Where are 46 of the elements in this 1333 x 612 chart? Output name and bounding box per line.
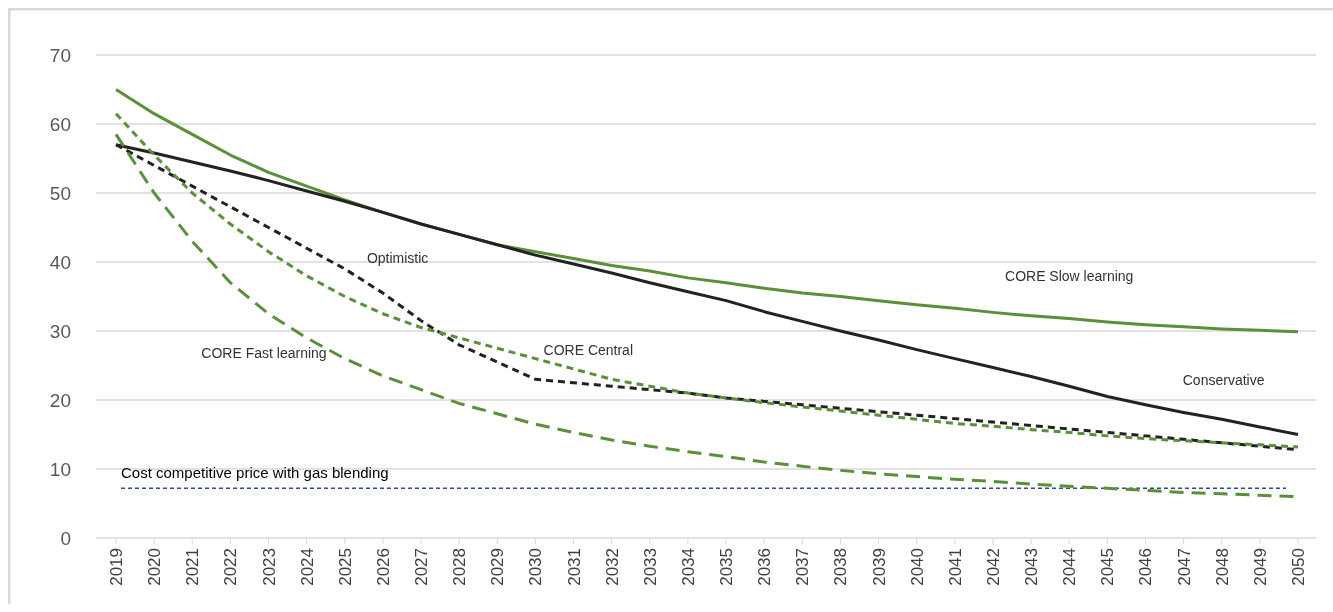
y-tick-label: 60 — [49, 113, 71, 135]
x-tick-label: 2027 — [412, 548, 432, 586]
x-tick-label: 2050 — [1289, 548, 1308, 586]
y-tick-label: 40 — [49, 251, 71, 273]
y-tick-label: 0 — [60, 527, 71, 549]
x-tick-label: 2040 — [907, 548, 927, 586]
x-tick-label: 2019 — [107, 548, 126, 586]
y-tick-label: 30 — [49, 320, 71, 342]
x-tick-label: 2045 — [1098, 548, 1118, 586]
x-tick-label: 2023 — [259, 548, 279, 586]
x-tick-label: 2048 — [1212, 548, 1232, 586]
x-tick-label: 2032 — [602, 548, 622, 586]
x-tick-label: 2043 — [1022, 548, 1042, 586]
ref-line-label: Cost competitive price with gas blending — [121, 464, 389, 482]
x-tick-label: 2033 — [640, 548, 660, 586]
x-tick-label: 2044 — [1060, 548, 1080, 586]
x-tick-label: 2025 — [335, 548, 355, 586]
y-tick-label: 10 — [49, 458, 71, 480]
y-tick-label: 20 — [49, 389, 71, 411]
x-tick-label: 2030 — [526, 548, 546, 586]
x-tick-label: 2026 — [373, 548, 393, 586]
x-tick-label: 2038 — [831, 548, 851, 586]
series-label: Optimistic — [366, 250, 429, 267]
x-tick-label: 2041 — [945, 548, 965, 586]
x-tick-label: 2047 — [1174, 548, 1194, 586]
x-tick-label: 2029 — [488, 548, 508, 586]
x-tick-label: 2021 — [183, 548, 203, 586]
y-tick-label: 50 — [49, 182, 71, 204]
x-tick-label: 2022 — [221, 548, 241, 586]
series-label: CORE Central — [543, 341, 634, 358]
x-tick-label: 2037 — [793, 548, 813, 586]
x-tick-label: 2024 — [297, 548, 317, 586]
x-tick-label: 2031 — [564, 548, 584, 586]
x-tick-label: 2039 — [869, 548, 889, 586]
x-tick-label: 2049 — [1250, 548, 1270, 586]
x-tick-label: 2028 — [450, 548, 470, 586]
x-tick-label: 2020 — [145, 548, 165, 586]
y-tick-label: 70 — [49, 44, 71, 66]
series-label: CORE Fast learning — [201, 344, 327, 361]
x-tick-label: 2036 — [755, 548, 775, 586]
text: CORE Slow learning — [1005, 267, 1134, 284]
x-tick-label: 2035 — [717, 548, 737, 586]
x-tick-label: 2042 — [983, 548, 1003, 586]
x-tick-label: 2046 — [1136, 548, 1156, 586]
x-tick-label: 2034 — [678, 548, 698, 586]
series-label: Conservative — [1182, 372, 1265, 389]
